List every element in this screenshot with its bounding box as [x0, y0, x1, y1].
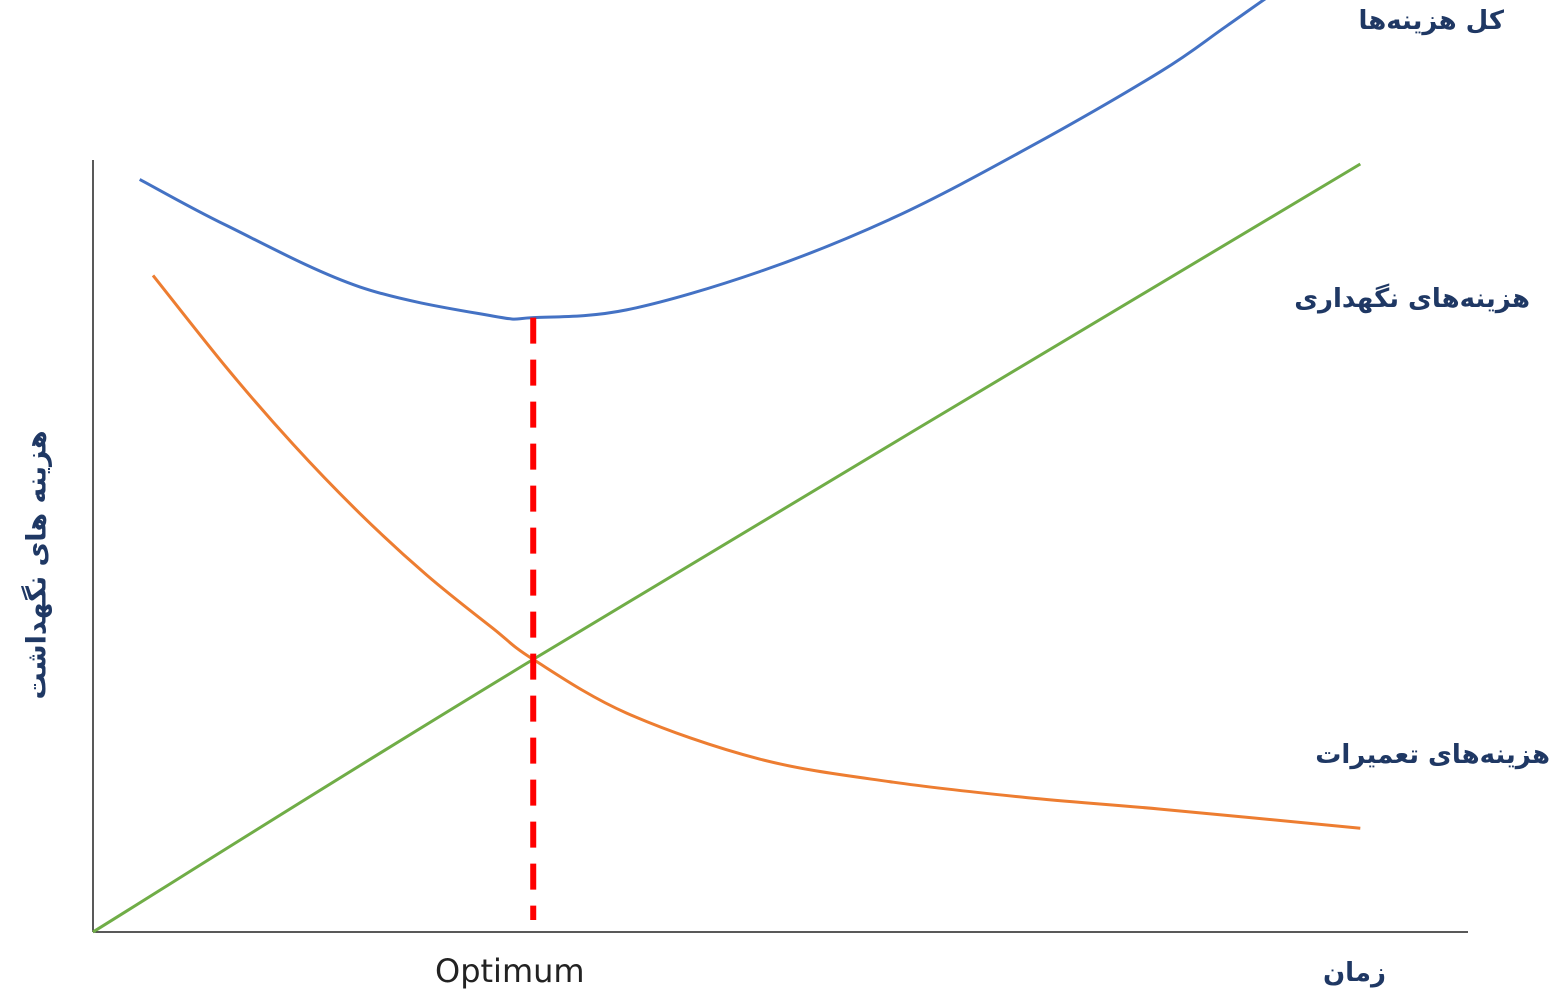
- series-line-repair-costs: [151, 274, 1361, 830]
- optimum-tick-label: Optimum: [435, 952, 585, 990]
- series-line-total-costs: [138, 0, 1267, 321]
- series-label-maintenance-costs: هزینه‌های نگهداری: [1294, 284, 1530, 314]
- series-label-repair-costs: هزینه‌های تعمیرات: [1315, 740, 1550, 770]
- series-label-total-costs: کل هزینه‌ها: [1358, 6, 1504, 36]
- series-line-maintenance-costs: [92, 162, 1362, 934]
- axes: [92, 160, 1468, 933]
- y-axis-label: هزینه های نگهداشت: [21, 430, 53, 700]
- x-axis-label: زمان: [1322, 958, 1386, 988]
- series-layer: [92, 0, 1362, 934]
